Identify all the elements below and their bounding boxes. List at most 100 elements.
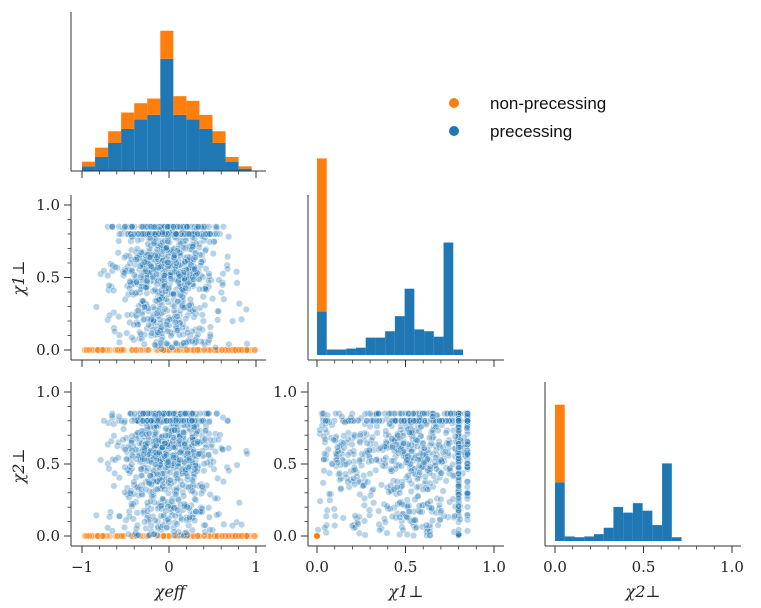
scatter-point — [382, 454, 390, 462]
scatter-point — [356, 458, 364, 466]
scatter-point — [121, 446, 129, 454]
scatter-point — [121, 295, 129, 303]
hist-bar-non-precessing — [186, 100, 200, 120]
scatter-point — [165, 285, 173, 293]
scatter-point — [328, 460, 336, 468]
scatter-point — [131, 410, 139, 418]
scatter-point — [186, 295, 194, 303]
scatter-point — [233, 268, 241, 276]
scatter-point — [370, 499, 378, 507]
scatter-point — [121, 223, 129, 231]
scatter-point — [189, 513, 197, 521]
scatter-point — [142, 284, 150, 292]
scatter-point — [171, 512, 179, 520]
scatter-point — [94, 346, 102, 354]
scatter-point — [225, 444, 233, 452]
scatter-point — [169, 410, 177, 418]
scatter-point — [219, 223, 227, 231]
hist-bar-precessing — [365, 337, 376, 355]
scatter-point — [148, 329, 156, 337]
scatter-point — [413, 437, 421, 445]
scatter-point — [214, 316, 222, 324]
scatter-point — [235, 499, 243, 507]
scatter-point — [323, 506, 331, 514]
scatter-point — [365, 446, 373, 454]
scatter-point — [205, 504, 213, 512]
scatter-point — [154, 517, 162, 525]
scatter-point — [205, 513, 213, 521]
scatter-point — [213, 223, 221, 231]
scatter-point — [128, 451, 136, 459]
scatter-point — [375, 520, 383, 528]
scatter-point — [182, 528, 190, 536]
hist-bar-non-precessing — [212, 131, 226, 143]
scatter-point — [114, 454, 122, 462]
scatter-point — [463, 527, 471, 535]
scatter-point — [398, 517, 406, 525]
scatter-point — [119, 436, 127, 444]
scatter-point — [224, 265, 232, 273]
hist-bar-non-precessing — [199, 114, 213, 129]
scatter-point — [115, 338, 123, 346]
scatter-point — [337, 484, 345, 492]
scatter-point — [166, 469, 174, 477]
scatter-point — [137, 465, 145, 473]
scatter-point — [381, 410, 389, 418]
scatter-point — [199, 317, 207, 325]
hist-bar-precessing — [82, 166, 96, 171]
scatter-point — [206, 526, 214, 534]
scatter-point — [383, 529, 391, 537]
y-tick-label: 0.0 — [36, 341, 60, 359]
scatter-point — [206, 323, 214, 331]
x-tick-label: 0.0 — [305, 558, 329, 576]
scatter-point — [164, 223, 172, 231]
scatter-point — [128, 223, 136, 231]
scatter-point — [206, 332, 214, 340]
scatter-point — [200, 237, 208, 245]
scatter-point — [115, 230, 123, 238]
scatter-point — [214, 307, 222, 315]
scatter-point — [455, 494, 463, 502]
scatter-point — [99, 532, 107, 540]
scatter-point — [111, 263, 119, 271]
hist-bar-precessing — [385, 331, 395, 355]
scatter-point — [206, 230, 214, 238]
scatter-point — [200, 467, 208, 475]
scatter-point — [112, 532, 120, 540]
hist-bar-precessing — [394, 316, 405, 355]
scatter-point — [463, 478, 471, 486]
scatter-point — [389, 444, 397, 452]
scatter-point — [351, 512, 359, 520]
scatter-point — [387, 465, 395, 473]
scatter-point — [366, 470, 374, 478]
scatter-point — [223, 261, 231, 269]
scatter-point — [393, 477, 401, 485]
hist-bar-precessing — [414, 329, 425, 355]
scatter-point — [151, 516, 159, 524]
scatter-point — [358, 450, 366, 458]
scatter-point — [373, 417, 381, 425]
scatter-point — [190, 346, 198, 354]
scatter-point — [85, 532, 93, 540]
scatter-point — [104, 316, 112, 324]
scatter-point — [139, 346, 147, 354]
scatter-point — [115, 512, 123, 520]
scatter-point — [143, 325, 151, 333]
scatter-point — [143, 507, 151, 515]
scatter-point — [361, 531, 369, 539]
scatter-point — [160, 532, 168, 540]
scatter-point — [325, 490, 333, 498]
scatter-point — [399, 526, 407, 534]
x-tick-label: 0 — [164, 558, 174, 576]
scatter-point — [176, 448, 184, 456]
scatter-point — [419, 486, 427, 494]
scatter-point — [316, 430, 324, 438]
scatter-point — [331, 512, 339, 520]
scatter-point — [363, 417, 371, 425]
hist-bar-non-precessing — [160, 30, 174, 59]
scatter-point — [128, 460, 136, 468]
scatter-point — [188, 337, 196, 345]
scatter-point — [323, 521, 331, 529]
scatter-point — [115, 313, 123, 321]
